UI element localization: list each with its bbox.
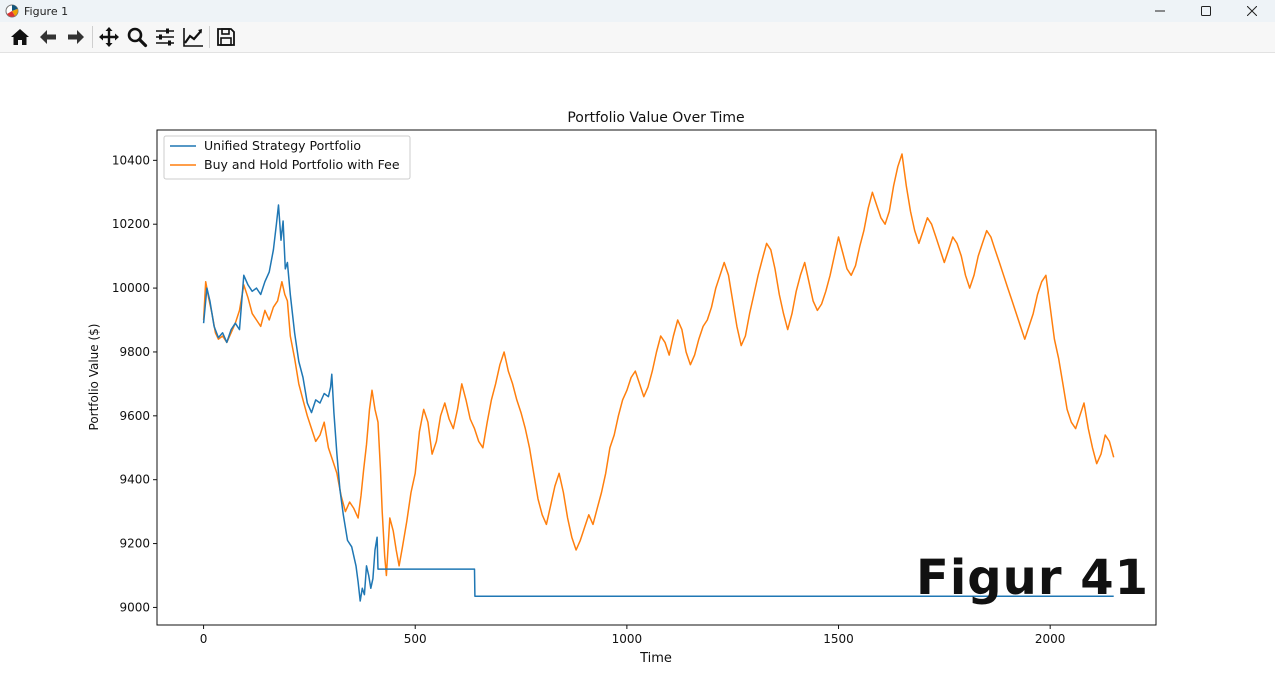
arrow-right-icon [68, 30, 84, 44]
toolbar-separator [92, 26, 93, 48]
x-tick-label: 2000 [1035, 632, 1066, 646]
navigation-toolbar [0, 22, 1275, 53]
y-tick-label: 9200 [119, 537, 150, 551]
zoom-button[interactable] [123, 23, 151, 51]
series-layer [202, 153, 1115, 602]
home-button[interactable] [6, 23, 34, 51]
matplotlib-icon [5, 4, 19, 18]
y-tick-label: 9600 [119, 409, 150, 423]
close-button[interactable] [1229, 0, 1275, 22]
pan-button[interactable] [95, 23, 123, 51]
series-line-unified-strategy [202, 204, 1114, 602]
y-tick-label: 10200 [112, 217, 150, 231]
legend: Unified Strategy Portfolio Buy and Hold … [163, 135, 411, 180]
move-icon [99, 27, 119, 47]
y-tick-label: 10400 [112, 153, 150, 167]
plot-frame [156, 129, 1157, 626]
series-line-buy-and-hold [202, 153, 1115, 577]
y-tick-label: 9000 [119, 600, 150, 614]
x-tick-label: 1000 [612, 632, 643, 646]
edit-axis-button[interactable] [179, 23, 207, 51]
arrow-left-icon [40, 30, 56, 44]
y-axis-label: Portfolio Value ($) [87, 324, 101, 431]
x-axis-label: Time [639, 651, 672, 666]
y-tick-label: 10000 [112, 281, 150, 295]
maximize-icon [1201, 6, 1211, 16]
legend-label-unified: Unified Strategy Portfolio [204, 138, 361, 153]
portfolio-chart: Portfolio Value Over Time 0 500 1000 1500 20… [87, 110, 1157, 666]
x-axis-ticks: 0 500 1000 1500 2000 [200, 625, 1066, 646]
legend-label-buyhold: Buy and Hold Portfolio with Fee [204, 157, 400, 172]
sliders-icon [156, 28, 174, 46]
window-title: Figure 1 [24, 4, 69, 18]
line-chart-icon [183, 28, 203, 47]
forward-button[interactable] [62, 23, 90, 51]
zoom-icon [127, 27, 148, 48]
maximize-button[interactable] [1183, 0, 1229, 22]
save-button[interactable] [212, 23, 240, 51]
back-button[interactable] [34, 23, 62, 51]
x-tick-label: 1500 [823, 632, 854, 646]
x-tick-label: 500 [404, 632, 427, 646]
overlay-caption: Figur 41 [916, 550, 1149, 606]
chart-title: Portfolio Value Over Time [567, 110, 744, 126]
toolbar-separator [209, 26, 210, 48]
save-icon [217, 28, 235, 46]
minimize-button[interactable] [1137, 0, 1183, 22]
close-icon [1247, 6, 1257, 16]
minimize-icon [1155, 10, 1165, 12]
y-tick-label: 9400 [119, 473, 150, 487]
home-icon [11, 29, 29, 45]
configure-subplots-button[interactable] [151, 23, 179, 51]
y-tick-label: 9800 [119, 345, 150, 359]
x-tick-label: 0 [200, 632, 208, 646]
window-controls [1137, 0, 1275, 22]
figure-canvas: Portfolio Value Over Time 0 500 1000 1500 20… [0, 53, 1275, 684]
window-titlebar: Figure 1 [0, 0, 1275, 22]
legend-box [163, 135, 411, 180]
y-axis-ticks: 9000 9200 9400 9600 9800 10000 10200 10400 [112, 153, 157, 614]
